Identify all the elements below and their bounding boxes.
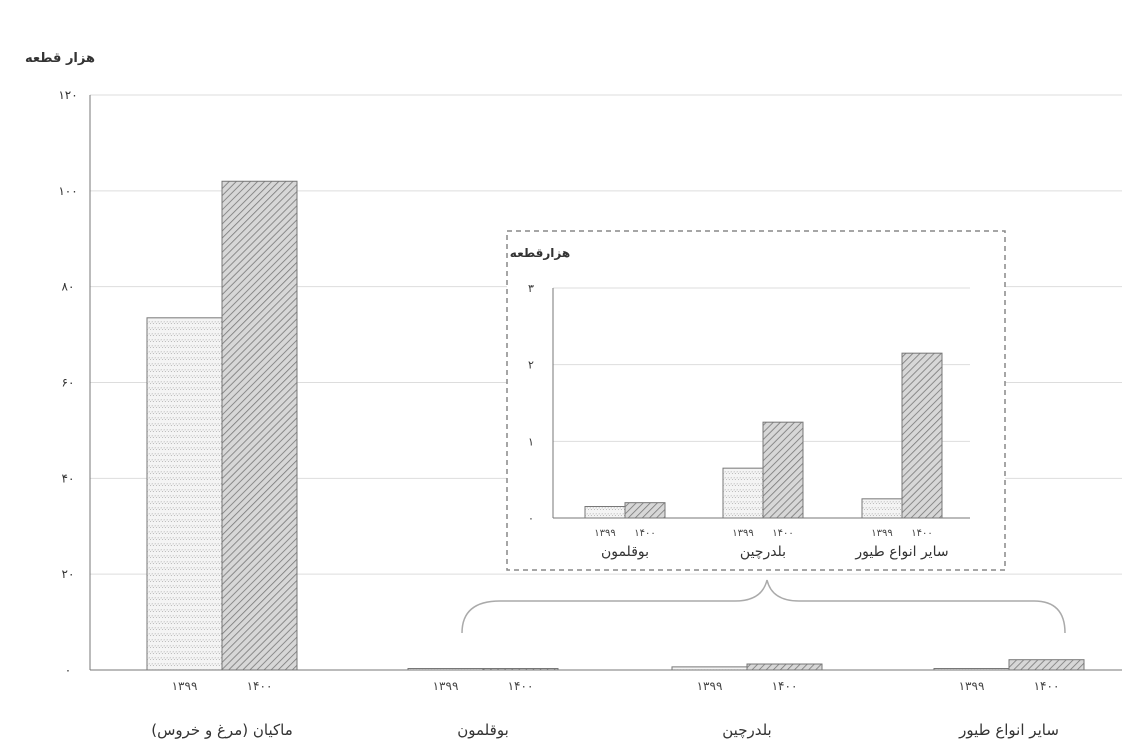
main-year-label: ۱۴۰۰	[1034, 679, 1060, 693]
main-y-tick-labels: ۰ ۲۰ ۴۰ ۶۰ ۸۰ ۱۰۰ ۱۲۰	[58, 88, 77, 677]
inset-bar-۱۳۹۹	[722, 467, 764, 519]
inset-bar-۱۴۰۰	[624, 502, 666, 519]
main-bar-۱۳۹۹	[407, 668, 484, 671]
main-y-tick-label: ۶۰	[62, 376, 75, 390]
main-category-label: ماکیان (مرغ و خروس)	[151, 721, 292, 739]
main-y-tick-label: ۱۲۰	[58, 88, 77, 102]
inset-year-label: ۱۴۰۰	[911, 528, 932, 539]
main-year-label: ۱۴۰۰	[247, 679, 273, 693]
main-year-label: ۱۳۹۹	[959, 679, 985, 693]
main-bar-۱۳۹۹	[146, 317, 223, 671]
main-y-axis-label: هزار قطعه	[25, 51, 95, 66]
main-y-tick-label: ۲۰	[62, 567, 75, 581]
inset-year-labels: ۱۳۹۹ ۱۴۰۰ ۱۳۹۹ ۱۴۰۰ ۱۳۹۹ ۱۴۰۰	[594, 528, 932, 539]
main-year-label: ۱۳۹۹	[172, 679, 198, 693]
main-bar-۱۴۰۰	[1008, 659, 1085, 671]
inset-year-label: ۱۴۰۰	[634, 528, 655, 539]
main-y-tick-label: ۸۰	[62, 280, 75, 294]
main-year-label: ۱۴۰۰	[508, 679, 534, 693]
main-category-labels: ماکیان (مرغ و خروس) بوقلمون بلدرچین سایر ان…	[151, 721, 1059, 739]
inset-y-axis-label: هزارقطعه	[510, 246, 570, 260]
main-year-label: ۱۳۹۹	[433, 679, 459, 693]
inset-y-tick-labels: ۰ ۱ ۲ ۳	[528, 282, 534, 525]
main-year-label: ۱۳۹۹	[697, 679, 723, 693]
main-year-label: ۱۴۰۰	[772, 679, 798, 693]
inset-year-label: ۱۳۹۹	[594, 528, 615, 539]
inset-gridlines	[553, 287, 970, 442]
inset-bars	[584, 352, 943, 519]
inset-bar-۱۴۰۰	[762, 421, 804, 519]
inset-year-label: ۱۴۰۰	[772, 528, 793, 539]
inset-y-tick-label: ۱	[528, 435, 534, 448]
main-bar-۱۴۰۰	[482, 668, 559, 671]
main-y-tick-label: ۱۰۰	[58, 184, 77, 198]
inset-bar-۱۴۰۰	[901, 352, 943, 519]
main-bar-۱۳۹۹	[671, 666, 748, 671]
main-bar-۱۴۰۰	[746, 663, 823, 671]
main-bar-۱۳۹۹	[933, 668, 1010, 671]
inset-y-tick-label: ۰	[528, 512, 534, 525]
main-bars	[146, 180, 1085, 671]
main-category-label: بلدرچین	[722, 721, 771, 739]
main-y-tick-label: ۰	[65, 663, 71, 677]
inset-bar-۱۳۹۹	[861, 498, 903, 519]
inset-year-label: ۱۳۹۹	[871, 528, 892, 539]
main-category-label: سایر انواع طیور	[958, 721, 1059, 739]
inset-year-label: ۱۳۹۹	[732, 528, 753, 539]
inset-y-tick-label: ۲	[528, 359, 534, 372]
main-bar-۱۴۰۰	[221, 180, 298, 671]
inset-category-labels: بوقلمون بلدرچین سایر انواع طیور	[601, 544, 949, 560]
inset-y-tick-label: ۳	[528, 282, 534, 295]
inset-brace	[461, 579, 1066, 634]
inset-bar-۱۳۹۹	[584, 506, 626, 519]
inset-category-label: بوقلمون	[601, 544, 649, 560]
main-category-label: بوقلمون	[457, 721, 509, 739]
main-year-labels: ۱۳۹۹ ۱۴۰۰ ۱۳۹۹ ۱۴۰۰ ۱۳۹۹ ۱۴۰۰ ۱۳۹۹ ۱۴۰۰	[172, 679, 1060, 693]
inset-category-label: سایر انواع طیور	[854, 544, 948, 560]
main-y-tick-label: ۴۰	[62, 471, 75, 485]
inset-category-label: بلدرچین	[740, 544, 786, 560]
